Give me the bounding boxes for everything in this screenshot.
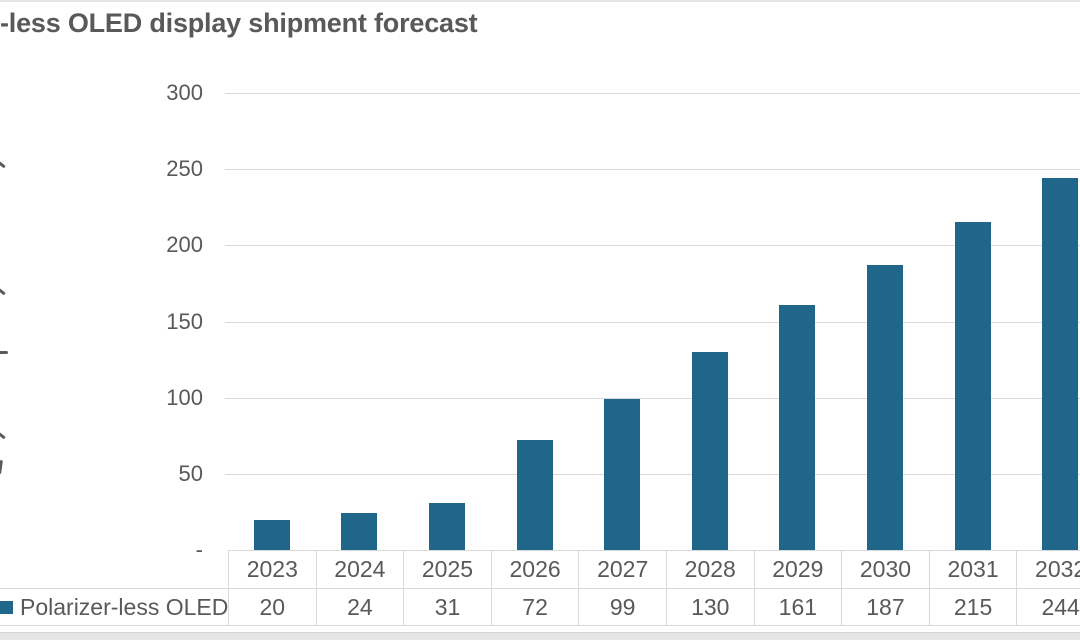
- table-row-years: 2023 2024 2025 2026 2027 2028 2029 2030 2031 2032: [0, 550, 1080, 588]
- plot-area: [225, 93, 1080, 550]
- value-cell: 161: [753, 589, 842, 625]
- year-cell: 2024: [315, 550, 404, 588]
- bar-2028: [691, 351, 728, 550]
- y-axis-title-fragment: [0, 431, 6, 440]
- bar-2024: [341, 513, 378, 550]
- bar-2031: [954, 222, 991, 550]
- y-tick-label: 150: [166, 308, 203, 334]
- table-row-values: Polarizer-less OLED 20 24 31 72 99 130 161 187 2…: [0, 588, 1080, 626]
- value-cell: 244: [1016, 589, 1080, 625]
- bar-2032: [1042, 178, 1079, 550]
- value-cell: 215: [928, 589, 1017, 625]
- bar-2027: [604, 399, 641, 550]
- page-edge-bottom: [0, 632, 1080, 640]
- gridline-50: [225, 473, 1080, 475]
- bar-2023: [253, 519, 290, 550]
- value-cell: 72: [490, 589, 579, 625]
- y-tick-label: 100: [166, 384, 203, 410]
- legend-cell: Polarizer-less OLED: [0, 589, 228, 625]
- gridline-150: [225, 321, 1080, 323]
- year-cell: 2023: [228, 550, 316, 588]
- y-tick-label: 200: [166, 232, 203, 258]
- y-tick-label: 50: [178, 460, 203, 486]
- year-cell: 2025: [403, 550, 491, 588]
- year-cell: 2031: [928, 550, 1017, 588]
- legend-swatch-icon: [0, 600, 13, 614]
- chart-title: -less OLED display shipment forecast: [0, 8, 478, 38]
- value-cell: 99: [578, 589, 666, 625]
- gridline-300: [225, 93, 1080, 94]
- table-spacer-cell: [0, 550, 228, 588]
- y-axis-title-fragment: [0, 287, 6, 296]
- bar-2030: [867, 265, 903, 550]
- gridline-250: [225, 169, 1080, 171]
- value-cell: 31: [403, 589, 491, 625]
- bar-2026: [516, 440, 553, 550]
- page-edge-top: [0, 0, 1080, 2]
- value-cell: 24: [315, 589, 404, 625]
- value-cell: 130: [665, 589, 754, 625]
- year-cell: 2029: [753, 550, 842, 588]
- year-cell: 2028: [665, 550, 754, 588]
- year-cell: 2030: [841, 550, 929, 588]
- y-tick-label: -: [195, 537, 203, 562]
- gridline-200: [225, 245, 1080, 247]
- bar-2025: [429, 502, 465, 550]
- bar-2029: [779, 304, 816, 550]
- legend-series-label: Polarizer-less OLED: [20, 593, 229, 620]
- year-cell: 2032: [1016, 550, 1080, 588]
- year-cell: 2026: [490, 550, 579, 588]
- gridline-100: [225, 397, 1080, 399]
- y-axis-title-fragment: [0, 351, 8, 354]
- chart-data-table: 2023 2024 2025 2026 2027 2028 2029 2030 2031 2032…: [0, 550, 1080, 626]
- value-cell: 20: [228, 589, 316, 625]
- y-tick-label: 250: [166, 156, 203, 182]
- year-cell: 2027: [578, 550, 666, 588]
- y-tick-label: 300: [166, 80, 203, 105]
- value-cell: 187: [841, 589, 929, 625]
